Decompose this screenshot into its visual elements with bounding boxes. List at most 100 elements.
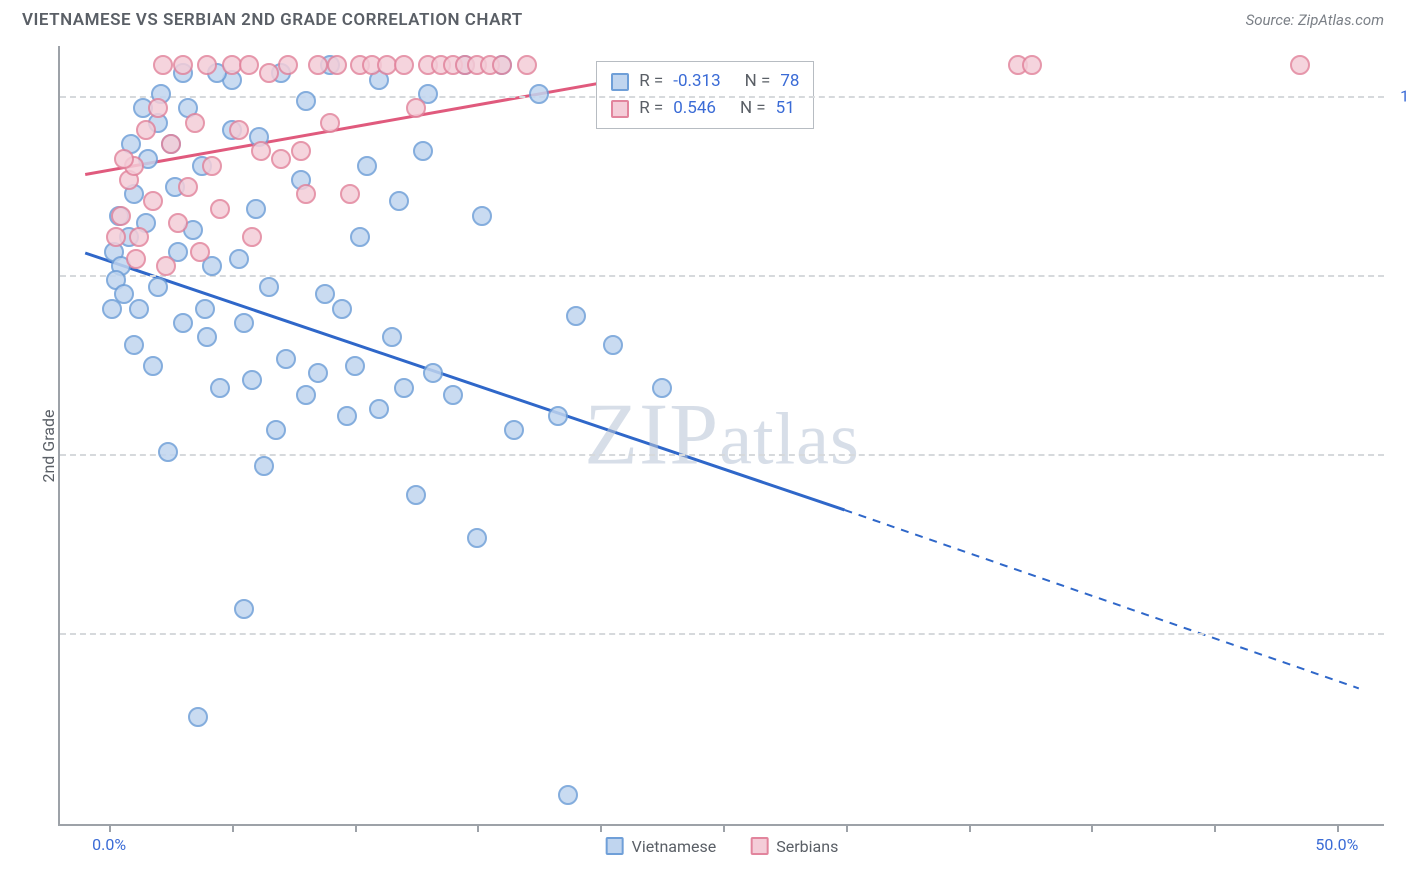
data-point [239,55,259,75]
r-label: R = [639,68,663,95]
x-tick [846,824,848,832]
data-point [158,442,178,462]
data-point [229,120,249,140]
source-label: Source: ZipAtlas.com [1246,11,1384,29]
legend-row: R = 0.546 N = 51 [611,95,799,122]
data-point [229,249,249,269]
data-point [357,156,377,176]
data-point [517,55,537,75]
series-legend: Vietnamese Serbians [606,837,839,856]
data-point [259,277,279,297]
x-tick [232,824,234,832]
x-tick [723,824,725,832]
data-point [308,55,328,75]
data-point [492,55,512,75]
data-point [111,206,131,226]
data-point [168,213,188,233]
trend-lines [60,46,1384,824]
data-point [548,406,568,426]
data-point [382,327,402,347]
data-point [197,327,217,347]
legend-label: Serbians [776,837,838,856]
legend-item: Vietnamese [606,837,717,856]
data-point [153,55,173,75]
data-point [178,177,198,197]
data-point [136,120,156,140]
n-label: N = [740,95,766,122]
data-point [210,199,230,219]
data-point [443,385,463,405]
data-point [406,98,426,118]
data-point [308,363,328,383]
data-point [652,378,672,398]
r-value: 0.546 [673,95,716,122]
data-point [185,113,205,133]
data-point [124,335,144,355]
gridline [60,275,1384,277]
data-point [106,227,126,247]
data-point [188,707,208,727]
data-point [394,378,414,398]
data-point [340,184,360,204]
data-point [251,141,271,161]
data-point [190,242,210,262]
data-point [246,199,266,219]
data-point [337,406,357,426]
data-point [1290,55,1310,75]
data-point [156,256,176,276]
data-point [114,149,134,169]
n-value: 51 [776,95,795,122]
scatter-plot: ZIPatlas R = -0.313N = 78R = 0.546N = 51… [58,46,1384,826]
data-point [254,456,274,476]
data-point [320,113,340,133]
data-point [332,299,352,319]
x-tick-label: 0.0% [92,835,126,854]
data-point [242,370,262,390]
legend-swatch [611,73,629,91]
data-point [276,349,296,369]
x-tick [109,824,111,832]
x-tick [355,824,357,832]
legend-swatch [606,837,624,855]
y-tick-label: 100.0% [1400,87,1406,106]
data-point [102,299,122,319]
data-point [467,528,487,548]
data-point [143,356,163,376]
y-axis-label: 2nd Grade [39,409,58,482]
gridline [60,633,1384,635]
x-tick [477,824,479,832]
data-point [406,485,426,505]
data-point [296,184,316,204]
r-label: R = [639,95,663,122]
legend-swatch [750,837,768,855]
legend-item: Serbians [750,837,838,856]
data-point [173,313,193,333]
data-point [234,313,254,333]
data-point [472,206,492,226]
data-point [345,356,365,376]
data-point [603,335,623,355]
data-point [266,420,286,440]
data-point [504,420,524,440]
data-point [350,227,370,247]
n-value: 78 [780,68,799,95]
data-point [423,363,443,383]
data-point [389,191,409,211]
data-point [126,249,146,269]
data-point [259,63,279,83]
data-point [195,299,215,319]
gridline [60,454,1384,456]
x-tick [1214,824,1216,832]
data-point [129,227,149,247]
data-point [296,385,316,405]
data-point [173,55,193,75]
data-point [315,284,335,304]
n-label: N = [745,68,771,95]
data-point [1022,55,1042,75]
data-point [234,599,254,619]
data-point [413,141,433,161]
data-point [161,134,181,154]
data-point [148,98,168,118]
data-point [129,299,149,319]
legend-label: Vietnamese [632,837,717,856]
